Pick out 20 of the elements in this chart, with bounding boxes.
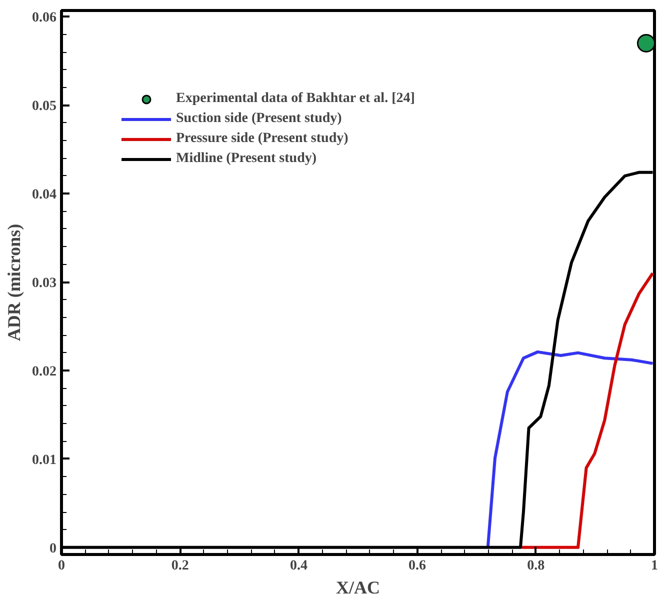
legend-label: Experimental data of Bakhtar et al. [24] — [176, 91, 415, 107]
x-axis-title: X/AC — [336, 578, 380, 598]
legend-label: Midline (Present study) — [176, 151, 317, 167]
x-tick-label: 0.4 — [290, 558, 308, 574]
line-series — [486, 350, 654, 549]
x-tick-label: 0.2 — [171, 558, 189, 574]
y-tick-label: 0.02 — [32, 364, 56, 380]
y-axis-title: ADR (microns) — [4, 224, 24, 342]
y-tick-label: 0.03 — [32, 276, 56, 292]
x-tick-label: 0.6 — [408, 558, 426, 574]
line-series — [520, 272, 654, 549]
legend-label: Suction side (Present study) — [176, 111, 342, 127]
y-tick-label: 0.04 — [32, 188, 56, 203]
y-tick-label: 0.01 — [32, 452, 56, 468]
legend-label: Pressure side (Present study) — [176, 131, 348, 147]
x-tick-label: 1 — [651, 558, 658, 574]
y-tick-label: 0 — [50, 541, 56, 556]
y-tick-label: 0.05 — [32, 99, 56, 114]
y-tick-label: 0.06 — [32, 10, 56, 26]
x-tick-label: 0.8 — [527, 558, 545, 574]
